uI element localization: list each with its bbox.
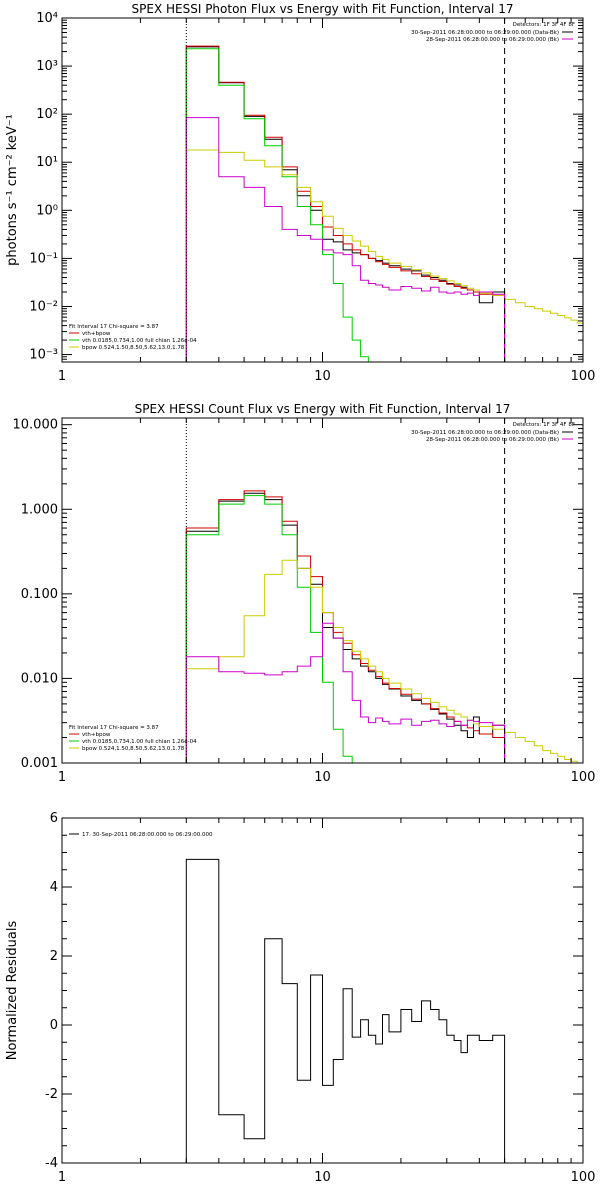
- legend-entry-label: 28-Sep-2011 06:28:00.000 to 06:29:00.000…: [426, 437, 559, 443]
- series-bk: [185, 117, 506, 362]
- x-tick-label: 1: [58, 1170, 66, 1185]
- series-total: [185, 490, 506, 763]
- x-tick-label: 10: [314, 1170, 331, 1185]
- y-tick-label: 10¹: [36, 155, 58, 170]
- legend-entry-label: bpow 0.524,1.50,8.50,5.62,13.0,1.78: [82, 746, 185, 752]
- legend-title: Fit Interval 17 Chi-square = 3.87: [69, 725, 159, 731]
- y-tick-label: 10⁰: [36, 203, 58, 218]
- legend-entry-label: 17. 30-Sep-2011 06:28:00.000 to 06:29:00…: [82, 832, 213, 838]
- y-tick-label: 4: [50, 880, 58, 895]
- series-total: [185, 45, 506, 362]
- chart-panel-2: SPEX HESSI Count Flux vs Energy with Fit…: [13, 402, 596, 785]
- y-axis-label: Normalized Residuals: [5, 921, 20, 1061]
- series-bpow: [185, 559, 583, 763]
- legend-title: Fit Interval 17 Chi-square = 3.87: [69, 324, 159, 330]
- y-tick-label: -4: [45, 1156, 58, 1171]
- legend-entry-label: 30-Sep-2011 06:28:00.000 to 06:29:00.000…: [411, 430, 559, 436]
- y-tick-label: 10²: [36, 107, 58, 122]
- y-tick-label: 10⁻³: [29, 348, 58, 363]
- series-bpow: [185, 149, 583, 362]
- legend-entry-label: 30-Sep-2011 06:28:00.000 to 06:29:00.000…: [411, 30, 559, 36]
- legend-entry-label: vth 0.0185,0.734,1.00 full chian 1.26e-0…: [82, 338, 197, 344]
- legend-entry-label: vth+bpow: [82, 331, 111, 337]
- legend-detectors: Detectors: 1F 3F 4F 8F 30-Sep-2011 06:28:…: [411, 22, 575, 43]
- legend-title: Detectors: 1F 3F 4F 8F: [513, 422, 575, 428]
- series-data: [185, 492, 506, 763]
- x-tick-label: 100: [571, 770, 596, 785]
- y-tick-label: 0.100: [21, 587, 58, 602]
- y-tick-label: 10⁻¹: [29, 251, 58, 266]
- y-tick-label: 10⁻²: [29, 299, 58, 314]
- legend-fit: Fit Interval 17 Chi-square = 3.87vth+bpo…: [69, 324, 197, 351]
- y-tick-label: 0: [50, 1018, 58, 1033]
- chart-panel-3: Normalized Residuals 1 10 100 -4 -2 0 2 4 6 17. 30…: [5, 811, 595, 1185]
- legend-entry-label: vth 0.0185,0.734,1.00 full chian 1.26e-0…: [82, 739, 197, 745]
- series-vth: [185, 48, 376, 362]
- chart-title: SPEX HESSI Photon Flux vs Energy with Fi…: [132, 2, 514, 16]
- series-bk: [185, 622, 506, 763]
- y-tick-label: 10³: [36, 59, 58, 74]
- y-tick-label: 10⁴: [36, 11, 58, 26]
- chart-title: SPEX HESSI Count Flux vs Energy with Fit…: [135, 402, 511, 416]
- x-tick-label: 10: [314, 770, 331, 785]
- y-tick-label: 2: [50, 949, 58, 964]
- y-tick-label: 1.000: [21, 502, 58, 517]
- x-tick-label: 1: [58, 770, 66, 785]
- legend-fit: Fit Interval 17 Chi-square = 3.87vth+bpo…: [69, 725, 197, 752]
- y-axis-label: photons s⁻¹ cm⁻² keV⁻¹: [5, 114, 20, 266]
- legend-entry-label: 28-Sep-2011 06:28:00.000 to 06:29:00.000…: [426, 37, 559, 43]
- x-tick-label: 1: [58, 369, 66, 384]
- y-tick-label: 10.000: [13, 418, 59, 433]
- legend-entry-label: vth+bpow: [82, 732, 111, 738]
- legend-title: Detectors: 1F 3F 4F 8F: [513, 22, 575, 28]
- y-tick-label: 0.010: [21, 671, 58, 686]
- series-residuals: [185, 858, 506, 1163]
- y-tick-label: -2: [45, 1087, 58, 1102]
- series-vth: [185, 495, 361, 763]
- y-tick-label: 6: [50, 811, 58, 826]
- series-data: [185, 46, 506, 362]
- chart-panel-1: SPEX HESSI Photon Flux vs Energy with Fi…: [5, 2, 595, 384]
- y-tick-label: 0.001: [21, 756, 58, 771]
- x-tick-label: 100: [571, 369, 596, 384]
- legend-detectors: Detectors: 1F 3F 4F 8F 30-Sep-2011 06:28:…: [411, 422, 575, 443]
- x-tick-label: 10: [314, 369, 331, 384]
- legend-fit: 17. 30-Sep-2011 06:28:00.000 to 06:29:00…: [69, 832, 213, 838]
- legend-entry-label: bpow 0.524,1.50,8.50,5.62,13.0,1.78: [82, 345, 185, 351]
- x-tick-label: 100: [571, 1170, 596, 1185]
